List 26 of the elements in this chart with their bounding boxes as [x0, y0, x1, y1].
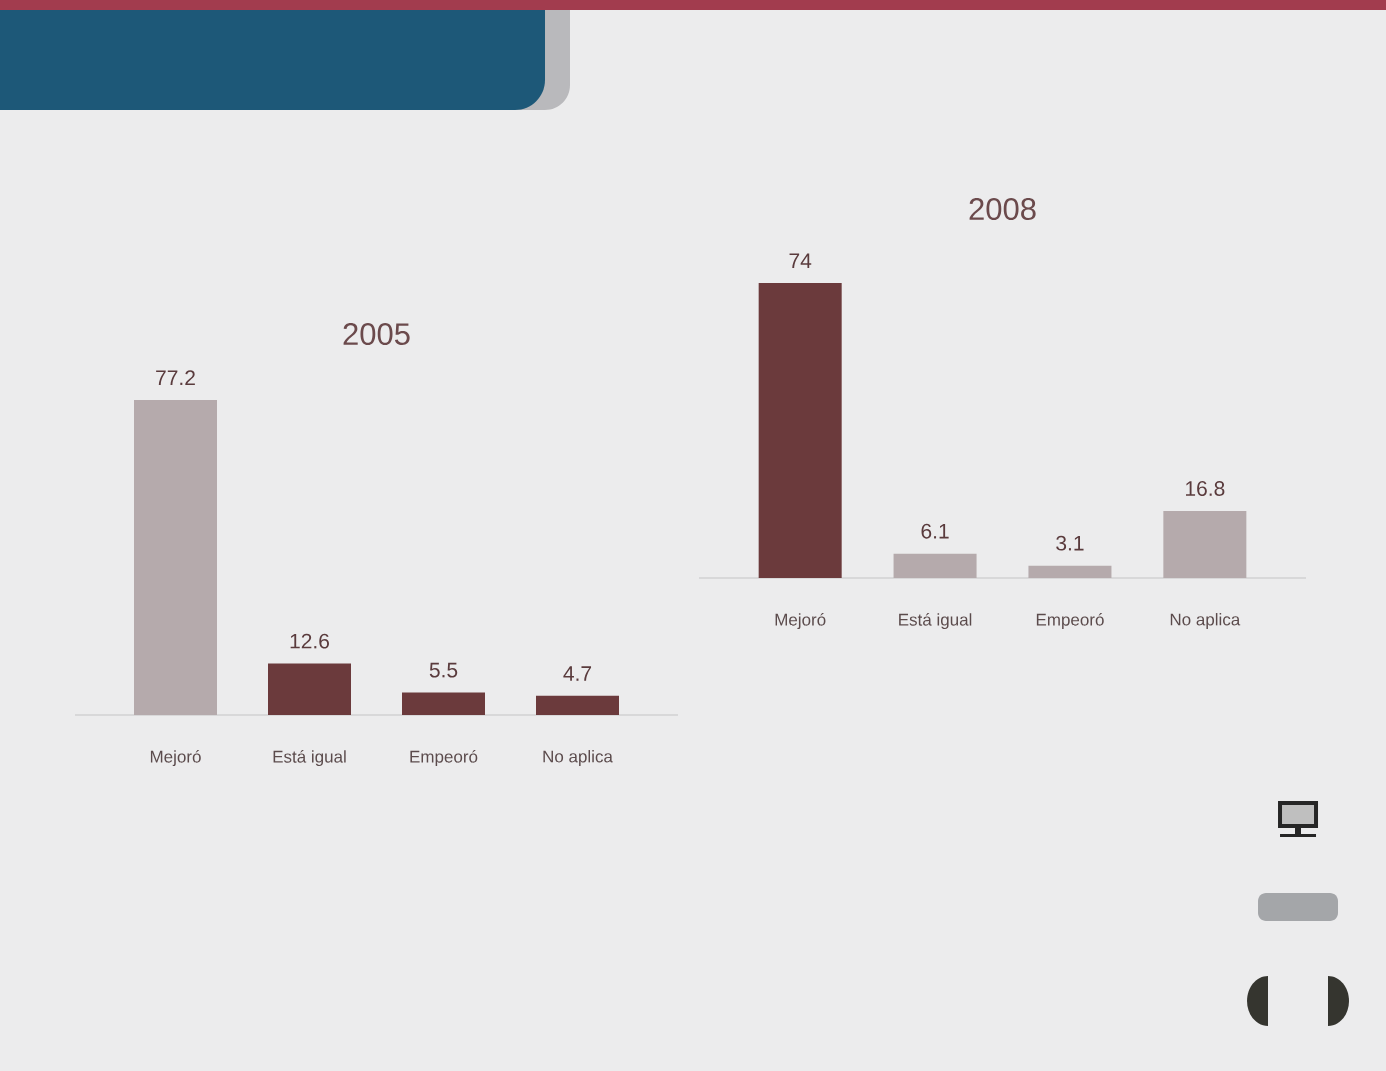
x-tick-label: Está igual [899, 613, 972, 630]
data-label: 74 [789, 253, 812, 268]
data-label: 3.1 [1056, 535, 1084, 551]
bar [268, 663, 351, 715]
x-tick-label: Mejoró [775, 613, 826, 630]
x-tick-label: No aplica [1170, 613, 1241, 629]
bar [893, 553, 977, 578]
bar [758, 283, 842, 578]
data-label: 5.5 [429, 662, 458, 678]
bar [1028, 565, 1112, 578]
x-tick-label: Está igual [273, 750, 346, 767]
data-label: 6.1 [921, 523, 949, 539]
x-tick-label: Empeoró [1036, 613, 1104, 630]
x-tick-label: Mejoró [150, 750, 201, 767]
x-tick-label: Empeoró [410, 750, 478, 767]
bar [536, 695, 619, 715]
data-label: 16.8 [1186, 481, 1225, 496]
chart-title: 2005 [343, 323, 410, 346]
bar [402, 692, 485, 715]
data-label: 77.2 [156, 370, 195, 385]
x-tick-label: No aplica [543, 750, 613, 766]
bar [134, 400, 217, 715]
data-label: 4.7 [563, 666, 592, 681]
data-label: 12.6 [290, 633, 329, 649]
bar [1163, 511, 1247, 578]
chart-title: 2008 [969, 198, 1036, 221]
